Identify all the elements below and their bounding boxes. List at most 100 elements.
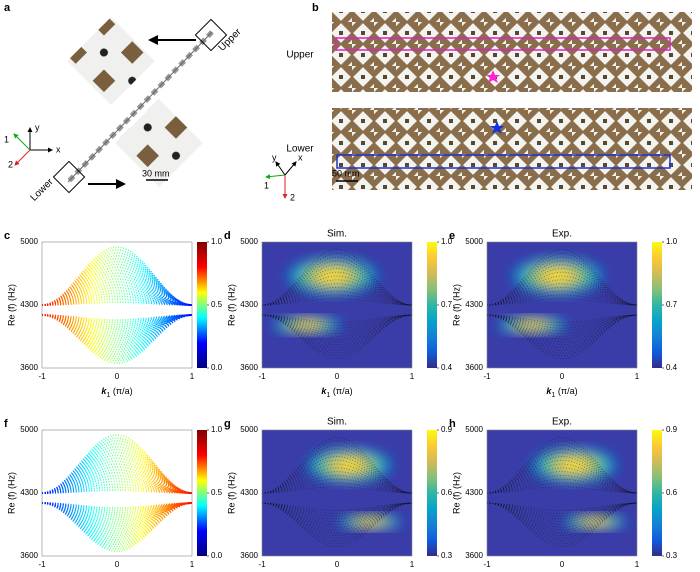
colorbar-tick-label: 0.9 bbox=[441, 425, 453, 434]
scale-label: 50 mm bbox=[332, 168, 360, 178]
colorbar-tick-label: 0.7 bbox=[441, 300, 453, 309]
band-dots bbox=[42, 502, 192, 516]
band-dots bbox=[262, 294, 412, 306]
x-label-unit: (π/a) bbox=[113, 386, 133, 396]
intensity-blob bbox=[301, 445, 397, 486]
axis-name: y bbox=[35, 122, 40, 132]
band-dots bbox=[487, 502, 637, 545]
band-dots bbox=[42, 292, 192, 306]
band-dots bbox=[487, 502, 637, 539]
lower-photo bbox=[332, 108, 692, 190]
band-dots bbox=[42, 314, 192, 365]
band-dots bbox=[262, 314, 412, 329]
band-dots bbox=[487, 471, 637, 494]
colorbar bbox=[652, 430, 662, 556]
x-tick-label: -1 bbox=[38, 560, 46, 569]
colorbar-tick-label: 1.0 bbox=[441, 237, 453, 246]
x-tick-label: -1 bbox=[258, 372, 266, 381]
colorbar-tick-label: 0.7 bbox=[666, 300, 678, 309]
band-dots bbox=[42, 502, 192, 528]
x-tick-label: -1 bbox=[483, 372, 491, 381]
colorbar bbox=[197, 242, 207, 368]
colorbar-tick-label: 1.0 bbox=[666, 237, 678, 246]
plot-area bbox=[262, 430, 412, 556]
band-dots bbox=[487, 314, 637, 340]
plot-area bbox=[262, 242, 412, 368]
band-dots bbox=[262, 502, 412, 534]
colorbar-tick-label: 0.6 bbox=[666, 488, 678, 497]
band-dots bbox=[487, 314, 637, 335]
x-tick-label: 0 bbox=[560, 560, 565, 569]
band-dots bbox=[42, 502, 192, 553]
colorbar bbox=[427, 242, 437, 368]
y-tick-label: 3600 bbox=[20, 363, 38, 372]
y-tick-label: 4300 bbox=[465, 300, 483, 309]
band-dots bbox=[262, 279, 412, 306]
lower-zoom-photo bbox=[115, 99, 203, 187]
intensity-blob bbox=[334, 513, 406, 531]
source-star bbox=[490, 121, 504, 134]
band-dots bbox=[487, 314, 637, 337]
x-tick-label: 1 bbox=[190, 560, 195, 569]
y-tick-label: 4300 bbox=[240, 300, 258, 309]
band-dots bbox=[262, 467, 412, 494]
colorbar-tick-label: 0.0 bbox=[211, 363, 223, 372]
band-dots bbox=[262, 502, 412, 523]
band-dots bbox=[487, 478, 637, 494]
band-dots bbox=[262, 502, 412, 539]
band-dots bbox=[42, 289, 192, 306]
scale-label: 30 mm bbox=[142, 168, 170, 178]
band-dots bbox=[487, 467, 637, 494]
band-dots bbox=[262, 456, 412, 494]
lower-label: Lower bbox=[29, 176, 57, 204]
intensity-blob bbox=[526, 445, 622, 486]
lower-highlight bbox=[336, 154, 671, 169]
x-label-unit: (π/a) bbox=[558, 386, 578, 396]
band-dots bbox=[42, 314, 192, 321]
band-dots bbox=[487, 502, 637, 520]
colorbar bbox=[197, 430, 207, 556]
plot-frame bbox=[486, 241, 638, 369]
x-tick-label: 1 bbox=[635, 560, 640, 569]
x-tick-label: -1 bbox=[38, 372, 46, 381]
panel-label: g bbox=[224, 418, 231, 430]
band-dots bbox=[262, 478, 412, 494]
axis-name: x bbox=[298, 152, 303, 162]
band-dots bbox=[42, 301, 192, 306]
band-dots bbox=[42, 260, 192, 306]
y-tick-label: 5000 bbox=[240, 237, 258, 246]
band-dots bbox=[262, 249, 412, 306]
colorbar-tick-label: 1.0 bbox=[211, 237, 223, 246]
y-tick-label: 5000 bbox=[240, 425, 258, 434]
x-axis-label: k1 (π/a) bbox=[546, 386, 577, 398]
intensity-blob bbox=[281, 254, 384, 298]
band-dots bbox=[487, 275, 637, 306]
y-tick-label: 3600 bbox=[465, 363, 483, 372]
colorbar-tick-label: 0.9 bbox=[666, 425, 678, 434]
axes-triad: y x 1 2 bbox=[264, 152, 303, 202]
band-dots bbox=[42, 314, 192, 331]
band-dots bbox=[42, 314, 192, 355]
band-dots bbox=[262, 286, 412, 306]
band-dots bbox=[42, 283, 192, 306]
axes-triad: x y 1 2 bbox=[4, 122, 61, 169]
band-dots bbox=[42, 502, 192, 525]
axis-name: x bbox=[56, 144, 61, 154]
x-tick-label: 0 bbox=[115, 372, 120, 381]
plot-area bbox=[487, 430, 637, 556]
band-dots bbox=[262, 502, 412, 517]
band-dots bbox=[42, 314, 192, 324]
x-tick-label: 1 bbox=[410, 372, 415, 381]
y-tick-label: 3600 bbox=[465, 551, 483, 560]
band-dots bbox=[42, 502, 192, 512]
band-dots bbox=[262, 268, 412, 306]
axis-name: 1 bbox=[264, 180, 269, 190]
band-dots bbox=[487, 502, 637, 517]
x-tick-label: 1 bbox=[635, 372, 640, 381]
band-dots bbox=[42, 483, 192, 494]
band-dots bbox=[487, 314, 637, 351]
band-dots bbox=[487, 314, 637, 332]
band-dots bbox=[42, 502, 192, 543]
upper-box bbox=[194, 18, 228, 52]
